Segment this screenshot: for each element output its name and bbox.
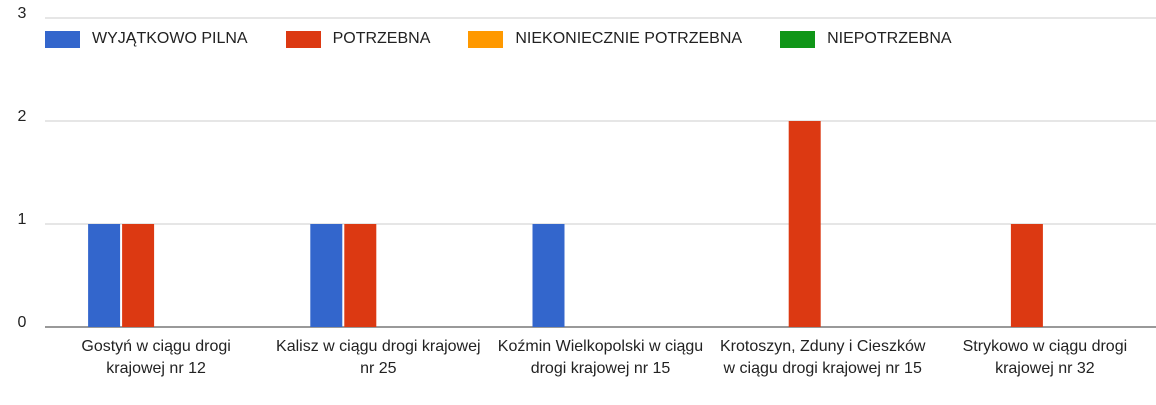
legend-swatch <box>45 30 80 48</box>
legend-item: WYJĄTKOWO PILNA <box>45 30 248 48</box>
legend-item: NIEPOTRZEBNA <box>780 30 952 48</box>
x-tick-label: Koźmin Wielkopolski w ciągu drogi krajow… <box>497 338 704 377</box>
y-tick-label: 1 <box>18 211 27 228</box>
legend: WYJĄTKOWO PILNA POTRZEBNA NIEKONIECZNIE PO… <box>45 30 952 48</box>
legend-swatch <box>285 30 321 48</box>
legend-swatch <box>468 30 504 48</box>
bar <box>88 224 121 327</box>
x-tick-label: Gostyń w ciągu drogi krajowej nr 12 <box>81 338 231 377</box>
legend-label: NIEPOTRZEBNA <box>827 30 952 47</box>
legend-label: NIEKONIECZNIE POTRZEBNA <box>515 30 743 47</box>
legend-item: NIEKONIECZNIE POTRZEBNA <box>468 30 742 48</box>
legend-item: POTRZEBNA <box>285 30 431 48</box>
y-tick-label: 0 <box>18 314 27 331</box>
bar <box>532 224 565 327</box>
legend-swatch <box>780 30 816 48</box>
bar <box>788 121 821 327</box>
y-tick-label: 3 <box>18 5 27 22</box>
x-tick-label: Strykowo w ciągu drogi krajowej nr 32 <box>962 338 1128 377</box>
bar <box>344 224 377 327</box>
legend-label: WYJĄTKOWO PILNA <box>92 30 248 47</box>
bar <box>310 224 343 327</box>
x-tick-label: Kalisz w ciągu drogi krajowej nr 25 <box>276 338 481 377</box>
bar <box>122 224 155 327</box>
x-tick-label: Krotoszyn, Zduny i Cieszków w ciągu drog… <box>719 338 926 377</box>
bar <box>1010 224 1043 327</box>
y-tick-label: 2 <box>18 108 27 125</box>
legend-label: POTRZEBNA <box>332 30 431 47</box>
